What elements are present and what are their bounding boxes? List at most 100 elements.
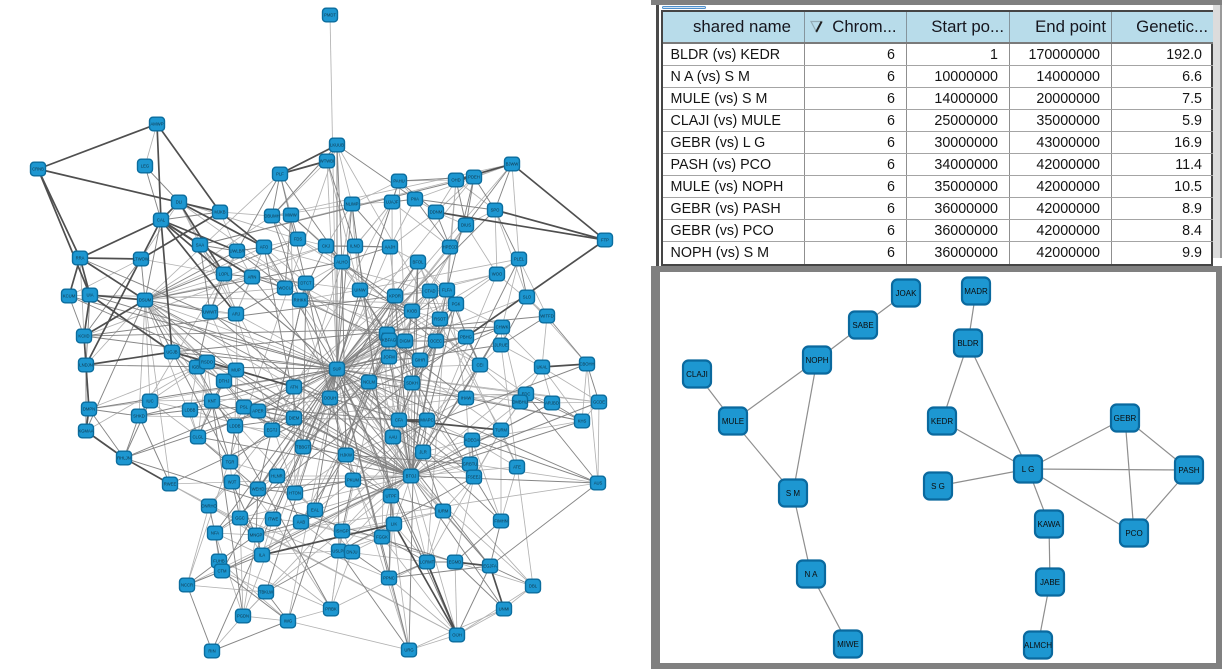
svg-text:FTP: FTP: [601, 238, 609, 243]
svg-text:DIGM: DIGM: [400, 339, 411, 344]
svg-text:LTWOW: LTWOW: [133, 257, 149, 262]
svg-text:NLIMP: NLIMP: [346, 202, 359, 207]
svg-text:JOAK: JOAK: [896, 289, 918, 298]
svg-text:PPNC: PPNC: [383, 576, 395, 581]
svg-text:BLDR: BLDR: [957, 339, 979, 348]
svg-text:UIA: UIA: [87, 293, 94, 298]
svg-text:MJKB: MJKB: [214, 210, 225, 215]
svg-text:DDNM: DDNM: [430, 210, 443, 215]
svg-text:MIWE: MIWE: [837, 640, 859, 649]
svg-text:ALMCH: ALMCH: [1024, 641, 1052, 650]
svg-text:UJAJF: UJAJF: [386, 200, 399, 205]
svg-text:ILNO: ILNO: [350, 244, 361, 249]
svg-text:KCIID: KCIID: [78, 334, 89, 339]
svg-text:HTON: HTON: [289, 491, 301, 496]
svg-text:L G: L G: [1022, 465, 1035, 474]
svg-text:ARN: ARN: [248, 275, 257, 280]
svg-text:FLFA: FLFA: [442, 288, 452, 293]
svg-text:RSOT: RSOT: [434, 317, 446, 322]
svg-text:DSUM: DSUM: [139, 298, 152, 303]
svg-text:UKAL: UKAL: [537, 365, 549, 370]
svg-text:FDS: FDS: [294, 237, 303, 242]
svg-text:GIHR: GIHR: [415, 358, 425, 363]
svg-text:DMPN: DMPN: [83, 407, 95, 412]
svg-text:WOO: WOO: [492, 272, 503, 277]
svg-text:ISHGP: ISHGP: [335, 529, 348, 534]
svg-text:DNJU: DNJU: [346, 550, 357, 555]
svg-text:CBOHH: CBOHH: [579, 362, 594, 367]
svg-text:HLNR: HLNR: [271, 474, 282, 479]
svg-text:SABE: SABE: [852, 321, 873, 330]
svg-text:DLI: DLI: [176, 200, 183, 205]
svg-text:CTM: CTM: [217, 569, 227, 574]
svg-text:PDEH: PDEH: [468, 175, 480, 180]
svg-text:EGTJ: EGTJ: [267, 428, 278, 433]
svg-text:KAWA: KAWA: [1038, 520, 1062, 529]
svg-text:JOFM: JOFM: [383, 355, 395, 360]
svg-text:PGK: PGK: [452, 302, 461, 307]
svg-text:PASH: PASH: [1178, 466, 1199, 475]
svg-text:NOPH: NOPH: [805, 356, 828, 365]
svg-text:CLGL: CLGL: [193, 435, 205, 440]
svg-text:KCUM: KCUM: [63, 294, 76, 299]
svg-text:PCO: PCO: [1125, 529, 1142, 538]
svg-text:CHWK: CHWK: [496, 325, 509, 330]
svg-text:OHD: OHD: [451, 178, 460, 183]
svg-text:APER: APER: [252, 409, 263, 414]
svg-text:IWG: IWG: [284, 619, 292, 624]
svg-text:RIN: RIN: [208, 649, 215, 654]
svg-text:OCEC: OCEC: [430, 339, 442, 344]
svg-text:AAB: AAB: [297, 520, 306, 525]
svg-text:KGMAA: KGMAA: [78, 429, 93, 434]
svg-text:PGDN: PGDN: [237, 614, 249, 619]
svg-text:LEG: LEG: [141, 164, 149, 169]
svg-text:RHLJN: RHLJN: [117, 456, 131, 461]
svg-text:LDBB: LDBB: [185, 408, 196, 413]
svg-text:RRA: RRA: [76, 256, 85, 261]
svg-text:BTOJ: BTOJ: [406, 474, 417, 479]
svg-text:LIK: LIK: [391, 522, 397, 527]
svg-text:ARJ: ARJ: [232, 312, 240, 317]
svg-text:HPECD: HPECD: [443, 245, 458, 250]
svg-text:UINW: UINW: [354, 288, 365, 293]
svg-text:MIAPC: MIAPC: [420, 418, 433, 423]
svg-text:PSL: PSL: [240, 405, 249, 410]
svg-text:MADR: MADR: [964, 287, 988, 296]
svg-text:CKJ: CKJ: [322, 244, 330, 249]
svg-text:DBL: DBL: [529, 584, 538, 589]
svg-text:UTPF: UTPF: [386, 494, 397, 499]
svg-text:KHS: KHS: [578, 419, 587, 424]
svg-text:ONRHO: ONRHO: [201, 504, 217, 509]
svg-text:AUS: AUS: [594, 481, 603, 486]
svg-text:URG: URG: [404, 648, 413, 653]
svg-text:EGMD: EGMD: [449, 560, 462, 565]
svg-text:ITWE: ITWE: [268, 517, 279, 522]
svg-text:EAL: EAL: [311, 508, 320, 513]
svg-text:CEI: CEI: [477, 363, 484, 368]
svg-text:RIHKK: RIHKK: [294, 298, 307, 303]
svg-text:WITFD: WITFD: [540, 314, 553, 319]
svg-text:TBKLW: TBKLW: [259, 590, 273, 595]
svg-text:NFA: NFA: [211, 531, 219, 536]
svg-text:SLO: SLO: [523, 295, 532, 300]
svg-text:JLR: JLR: [419, 450, 426, 455]
svg-text:DBUMH: DBUMH: [264, 214, 279, 219]
svg-text:MULE: MULE: [722, 417, 744, 426]
svg-text:WEHD: WEHD: [252, 487, 265, 492]
svg-text:NCCR: NCCR: [181, 583, 193, 588]
svg-text:GCDE: GCDE: [593, 400, 605, 405]
svg-text:UWWT: UWWT: [203, 310, 217, 315]
svg-text:PLEL: PLEL: [514, 257, 525, 262]
svg-text:FUHB: FUHB: [213, 559, 225, 564]
svg-text:PIIA: PIIA: [411, 197, 419, 202]
svg-text:FSEEJ: FSEEJ: [467, 475, 480, 480]
svg-text:RWEE: RWEE: [164, 482, 177, 487]
svg-text:IURM: IURM: [438, 509, 449, 514]
svg-text:MWW: MWW: [285, 213, 296, 218]
svg-text:SPO: SPO: [491, 208, 501, 213]
svg-text:FGGK: FGGK: [376, 535, 388, 540]
svg-text:UWLBR: UWLBR: [229, 249, 244, 254]
svg-text:LNDJN: LNDJN: [79, 363, 93, 368]
svg-text:GGC: GGC: [235, 516, 245, 521]
svg-text:S M: S M: [786, 489, 801, 498]
